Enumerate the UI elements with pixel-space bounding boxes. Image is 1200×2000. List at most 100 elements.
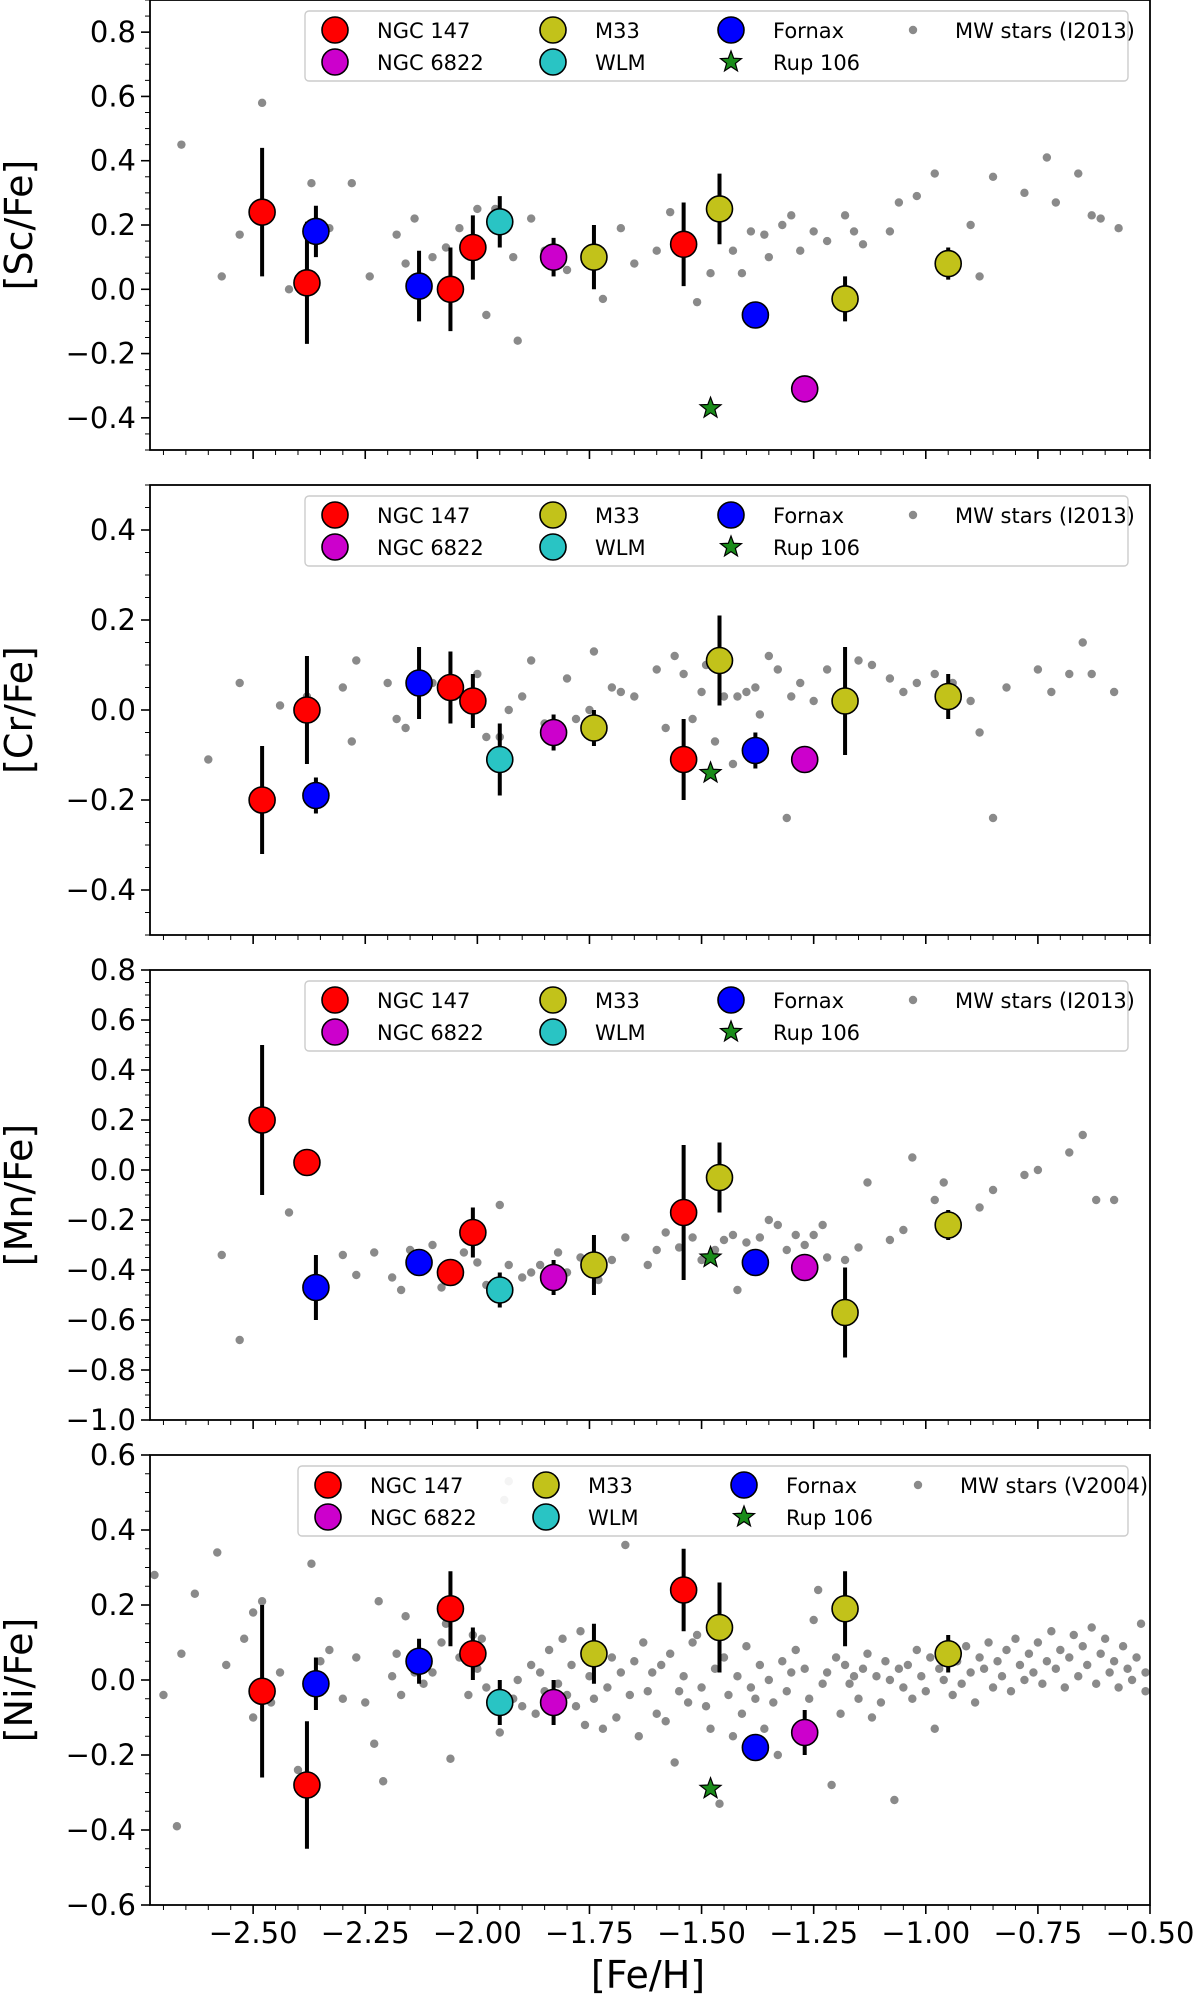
series-ngc-147 [248,651,698,854]
cluster-point [436,673,465,702]
legend-marker [539,986,567,1014]
mw-star-point [1029,1668,1038,1677]
mw-star-point [535,1260,545,1270]
mw-star-point [804,1694,814,1703]
cluster-point [485,1276,514,1304]
mw-star-point [643,1687,652,1696]
mw-star-point [589,647,599,656]
mw-star-point [679,669,688,679]
mw-star-point [966,1668,975,1677]
mw-star-point [652,1245,661,1255]
legend-label: NGC 6822 [377,1021,484,1045]
mw-star-point [733,1672,742,1681]
y-tick-label: 0.2 [90,603,136,637]
mw-star-point [222,1660,231,1670]
cluster-point [831,1594,859,1623]
legend-marker [532,1503,560,1531]
mw-star-point [719,1653,729,1662]
mw-star-point [562,265,572,275]
legend-marker [321,1018,349,1046]
x-tick-label: −1.75 [545,1916,634,1950]
series-ngc-147 [248,1045,698,1287]
legend-label: NGC 6822 [370,1506,477,1530]
cluster-point [539,243,568,271]
legend-marker [539,1018,567,1046]
mw-star-point [764,651,774,661]
legend-label: MW stars (I2013) [955,19,1135,43]
mw-star-point [401,723,410,733]
mw-star-point [809,1230,818,1240]
legend-label: NGC 6822 [377,536,484,560]
mw-star-point [809,696,818,706]
legend-label: MW stars (V2004) [960,1474,1148,1498]
legend-label: Fornax [773,19,844,43]
mw-star-point [1100,1634,1110,1643]
mw-star-point [791,1230,800,1240]
mw-star-point [517,692,527,701]
legend-label: Rup 106 [773,1021,860,1045]
legend-label: Fornax [786,1474,857,1498]
legend-marker [539,501,567,529]
mw-star-point [818,1679,827,1688]
cluster-point [741,1248,770,1277]
mw-star-point [307,179,316,188]
plot-frame [149,969,1151,1421]
mw-star-point [648,1668,657,1677]
x-tick-label: −0.75 [993,1916,1082,1950]
legend-label: WLM [595,1021,646,1045]
legend-marker [718,534,744,558]
cluster-point [934,1639,963,1668]
mw-star-point [1109,1195,1119,1205]
mw-star-point [477,1634,487,1643]
mw-star-point [818,1220,827,1230]
mw-star-point [890,1795,899,1805]
cluster-point [405,669,433,697]
cluster-point [485,207,514,236]
mw-star-point [275,701,285,710]
mw-star-point [1047,687,1056,697]
mw-star-point [504,705,513,715]
mw-star-point [827,1780,836,1790]
mw-star-point [831,1653,841,1662]
mw-star-point [441,243,451,252]
mw-star-point [1118,1642,1128,1651]
cluster-point [485,745,514,774]
mw-star-point [930,1724,939,1733]
rup-106-point [698,1244,723,1268]
mw-star-point [755,710,765,719]
mw-star-point [392,1649,401,1658]
mw-star-point [800,1664,809,1673]
mw-star-point [1096,1649,1105,1658]
cluster-point [790,375,819,403]
y-tick-label: −0.2 [66,783,136,817]
mw-star-point [585,705,594,715]
mw-star-point [854,656,863,665]
mw-star-point [912,191,922,201]
mw-star-point [1020,1675,1029,1685]
mw-star-point [352,1270,361,1280]
legend-marker [321,501,349,529]
mw-star-point [1033,1165,1043,1175]
mw-star-point [769,1698,778,1707]
mw-star-point [374,1597,383,1606]
mw-star-point [1132,1653,1141,1662]
mw-star-point [365,272,374,281]
mw-star-point [661,1228,670,1237]
mw-star-point [1136,1619,1146,1628]
mw-star-point [378,1777,388,1786]
mw-star-point [701,1702,711,1711]
mw-star-point [177,140,186,149]
mw-star-point [401,259,410,268]
mw-star-point [513,336,522,345]
legend-label: M33 [595,989,640,1013]
mw-star-point [760,1724,769,1733]
mw-star-point [1065,1653,1074,1662]
mw-star-point [1074,1672,1083,1681]
mw-star-point [634,1732,643,1741]
mw-star-point [746,227,756,236]
mw-star-point [428,1668,437,1677]
mw-star-point [822,665,832,674]
series-m33 [580,615,963,755]
mw-star-point [692,297,702,307]
mw-star-point [1056,1645,1065,1655]
